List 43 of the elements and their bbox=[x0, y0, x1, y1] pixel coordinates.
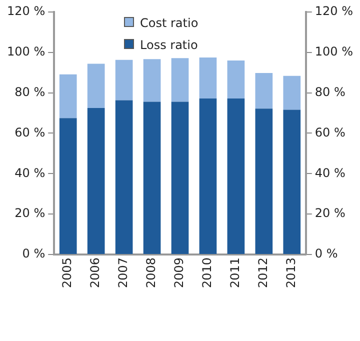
legend-label: Loss ratio bbox=[139, 37, 198, 54]
bar bbox=[283, 76, 301, 110]
bar bbox=[87, 64, 105, 108]
y2-tick-label: 60 % bbox=[314, 125, 346, 140]
bar bbox=[283, 110, 301, 254]
bar bbox=[59, 74, 77, 118]
bar bbox=[115, 100, 133, 254]
x-tick-label: 2005 bbox=[60, 257, 74, 288]
y2-tick-label: 100 % bbox=[314, 44, 354, 59]
x-tick-label: 2009 bbox=[172, 257, 186, 288]
y-tick-label: 60 % bbox=[14, 125, 46, 140]
y-tick-label: 20 % bbox=[14, 206, 46, 220]
bar bbox=[87, 108, 105, 254]
x-tick-label: 2013 bbox=[284, 257, 298, 288]
y-tick-label: 120 % bbox=[6, 4, 46, 18]
y-tick-label: 80 % bbox=[14, 84, 46, 99]
x-tick-label: 2006 bbox=[88, 257, 102, 288]
bar bbox=[171, 58, 189, 102]
bar bbox=[143, 102, 161, 254]
y-tick-label: 40 % bbox=[14, 166, 46, 180]
y2-tick-label: 40 % bbox=[314, 166, 346, 180]
bar bbox=[255, 73, 273, 109]
x-tick-label: 2012 bbox=[256, 257, 270, 288]
x-tick-label: 2010 bbox=[200, 257, 214, 288]
y2-tick-label: 0 % bbox=[314, 246, 338, 261]
y2-tick-label: 20 % bbox=[314, 206, 346, 220]
x-tick-label: 2011 bbox=[228, 257, 242, 288]
y2-tick-label: 120 % bbox=[314, 4, 354, 18]
y2-tick-label: 80 % bbox=[314, 84, 346, 99]
bar bbox=[143, 59, 161, 102]
legend-label: Cost ratio bbox=[139, 15, 198, 32]
bar bbox=[59, 118, 77, 254]
bar bbox=[227, 98, 245, 254]
bar bbox=[171, 102, 189, 254]
bar bbox=[227, 60, 245, 98]
bar bbox=[255, 108, 273, 254]
bar bbox=[199, 57, 217, 98]
y-tick-label: 100 % bbox=[6, 44, 46, 59]
bar bbox=[199, 98, 217, 254]
y-tick-label: 0 % bbox=[22, 246, 46, 261]
bar bbox=[115, 60, 133, 100]
x-tick-label: 2008 bbox=[144, 257, 158, 288]
x-tick-label: 2007 bbox=[116, 257, 130, 288]
